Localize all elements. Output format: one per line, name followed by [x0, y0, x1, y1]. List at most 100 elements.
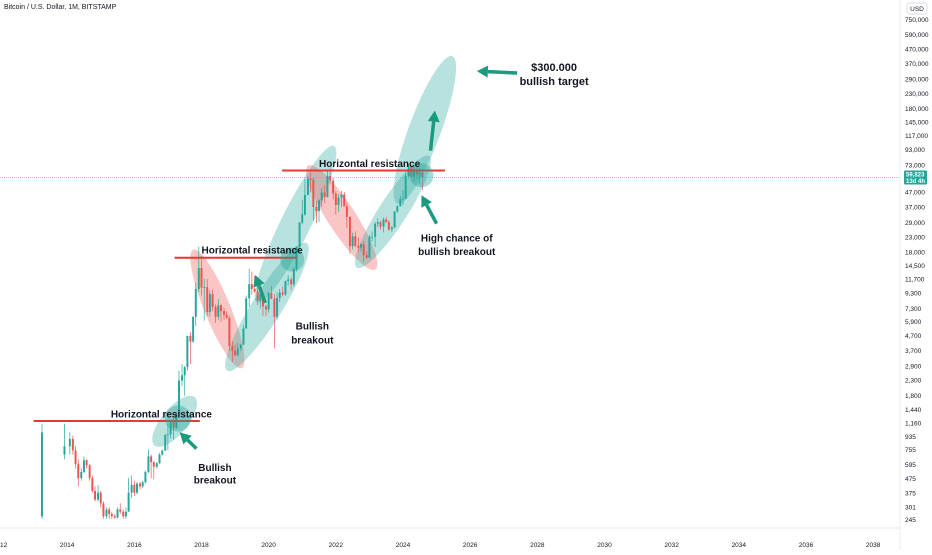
candle: [281, 286, 284, 297]
candle-body: [178, 380, 180, 414]
price-tick-label: 935: [905, 434, 916, 441]
candle-body: [329, 176, 332, 181]
candle: [133, 480, 136, 497]
candle-body: [183, 367, 186, 376]
candle-body: [242, 328, 245, 345]
candle-body: [298, 222, 301, 247]
arrow-5: [476, 65, 518, 78]
time-tick-label: 2016: [127, 542, 142, 549]
candle: [273, 294, 276, 349]
candle-body: [250, 284, 253, 289]
candle: [379, 220, 382, 230]
candle-body: [63, 446, 66, 455]
candle-body: [416, 169, 419, 175]
candle: [354, 231, 357, 248]
price-tick-label: 475: [905, 476, 916, 483]
candle-body: [357, 245, 360, 248]
currency-button[interactable]: USD: [906, 2, 928, 15]
time-tick-label: 2026: [463, 542, 478, 549]
arrow-head: [253, 275, 265, 288]
candle: [360, 243, 362, 252]
price-tick-label: 370,000: [905, 61, 929, 68]
candle-body: [144, 471, 147, 483]
candle-body: [124, 511, 127, 517]
candle: [326, 170, 329, 198]
price-tick-label: 180,000: [905, 106, 929, 113]
candle: [284, 280, 287, 296]
annotation-5: breakout: [194, 476, 237, 487]
candle-body: [337, 197, 340, 205]
price-tick-label: 1,160: [905, 420, 922, 427]
candle-body: [136, 483, 138, 493]
candle-body: [40, 432, 43, 517]
time-axis[interactable]: 2012 2014 2016 2018 2020 2022 2024 2026 2028 2030…: [0, 527, 900, 549]
candle-body: [105, 509, 108, 517]
annotation-1: Horizontal resistance: [111, 409, 213, 420]
candle: [287, 275, 290, 286]
candle: [164, 433, 167, 452]
candle: [337, 194, 340, 213]
price-tick-label: 290,000: [905, 76, 929, 83]
annotation-3: Horizontal resistance: [319, 159, 421, 170]
breakout-circle-3: [409, 163, 434, 188]
candle-body: [348, 216, 351, 247]
current-price-badge-bg: [904, 170, 927, 185]
candle-body: [164, 434, 167, 451]
price-tick-label: 2,900: [905, 363, 922, 370]
candle: [410, 165, 413, 178]
annotation-10: $300.000: [531, 62, 577, 74]
candle: [186, 335, 189, 371]
candle-body: [147, 456, 150, 472]
price-tick-label: 4,700: [905, 333, 922, 340]
candle: [169, 421, 172, 439]
candle: [99, 491, 102, 508]
candle: [345, 202, 348, 228]
candle-body: [108, 509, 111, 514]
time-tick-label: 2032: [664, 542, 679, 549]
price-tick-label: 7,300: [905, 306, 922, 313]
candle: [239, 344, 242, 351]
candle: [150, 454, 153, 479]
candle: [217, 299, 220, 320]
candle: [242, 325, 245, 346]
candle-body: [281, 292, 284, 295]
candle-body: [264, 306, 267, 310]
candle: [225, 311, 228, 319]
candle-body: [382, 219, 385, 227]
candle: [323, 185, 326, 204]
candle: [189, 332, 192, 364]
price-tick-label: 245: [905, 517, 916, 524]
time-tick-label: 2034: [732, 542, 747, 549]
candle: [404, 173, 407, 199]
price-axis[interactable]: 750,000 590,000 470,000 370,000 290,000 230,0…: [899, 0, 929, 550]
time-tick-label: 2014: [60, 542, 75, 549]
candle: [71, 435, 74, 455]
candle: [94, 486, 97, 502]
time-tick-label: 2012: [0, 542, 8, 549]
candle-body: [390, 227, 393, 230]
candle: [270, 285, 273, 300]
time-tick-label: 2038: [866, 542, 881, 549]
candle: [197, 246, 200, 293]
current-price-countdown: 13d 4h: [906, 179, 925, 185]
candle: [312, 177, 315, 221]
time-tick-label: 2024: [396, 542, 411, 549]
candle-body: [77, 464, 80, 479]
candle-body: [133, 484, 136, 493]
candle: [127, 478, 130, 512]
candle: [97, 484, 100, 502]
price-tick-label: 14,500: [905, 263, 925, 270]
arrow-4: [427, 110, 440, 151]
candle: [267, 291, 270, 313]
red-zone-5: [306, 165, 378, 271]
arrow-shaft: [487, 69, 518, 75]
candle: [399, 195, 402, 207]
candle-body: [206, 287, 209, 313]
candle: [315, 200, 318, 224]
arrow-3: [421, 195, 439, 225]
green-zone-3: [225, 242, 309, 372]
candle: [144, 470, 147, 484]
